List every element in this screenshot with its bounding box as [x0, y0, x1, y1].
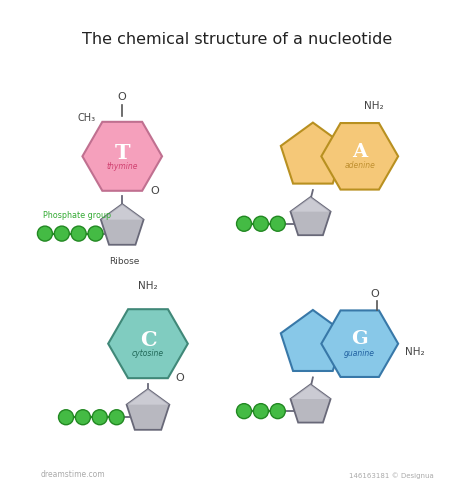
Text: 146163181 © Designua: 146163181 © Designua — [349, 472, 434, 478]
Circle shape — [37, 226, 53, 241]
Text: O: O — [370, 288, 379, 298]
Text: O: O — [118, 92, 127, 102]
Polygon shape — [281, 310, 345, 371]
Text: dreamstime.com: dreamstime.com — [40, 470, 105, 478]
Text: Ribose: Ribose — [109, 257, 140, 266]
Polygon shape — [291, 197, 330, 235]
Text: guanine: guanine — [344, 348, 375, 358]
Circle shape — [88, 226, 103, 241]
Circle shape — [237, 216, 252, 232]
Text: O: O — [175, 373, 184, 383]
Text: NH₂: NH₂ — [138, 281, 158, 291]
Polygon shape — [321, 310, 398, 377]
Polygon shape — [321, 123, 398, 190]
Polygon shape — [101, 204, 144, 245]
Circle shape — [270, 216, 285, 232]
Circle shape — [71, 226, 86, 241]
Circle shape — [270, 404, 285, 418]
Text: CH₃: CH₃ — [77, 113, 95, 123]
Polygon shape — [108, 309, 188, 378]
Polygon shape — [127, 389, 169, 404]
Text: T: T — [114, 142, 130, 163]
Text: C: C — [140, 330, 156, 350]
Text: A: A — [352, 142, 367, 160]
Text: NH₂: NH₂ — [365, 102, 384, 112]
Text: cytosine: cytosine — [132, 350, 164, 358]
Circle shape — [254, 216, 268, 232]
Polygon shape — [127, 389, 169, 430]
Circle shape — [254, 404, 268, 418]
Circle shape — [237, 404, 252, 418]
Polygon shape — [101, 204, 144, 220]
Circle shape — [92, 410, 107, 424]
Polygon shape — [82, 122, 162, 191]
Text: G: G — [351, 330, 368, 348]
Polygon shape — [281, 122, 345, 184]
Circle shape — [75, 410, 91, 424]
Text: NH₂: NH₂ — [405, 347, 425, 357]
Text: Phosphate group: Phosphate group — [43, 212, 111, 220]
Circle shape — [58, 410, 73, 424]
Polygon shape — [291, 197, 330, 212]
Text: adenine: adenine — [344, 161, 375, 170]
Polygon shape — [291, 384, 330, 422]
Polygon shape — [291, 384, 330, 399]
Circle shape — [109, 410, 124, 424]
Circle shape — [55, 226, 69, 241]
Text: The chemical structure of a nucleotide: The chemical structure of a nucleotide — [82, 32, 392, 47]
Text: thymine: thymine — [107, 162, 138, 171]
Text: O: O — [151, 186, 159, 196]
